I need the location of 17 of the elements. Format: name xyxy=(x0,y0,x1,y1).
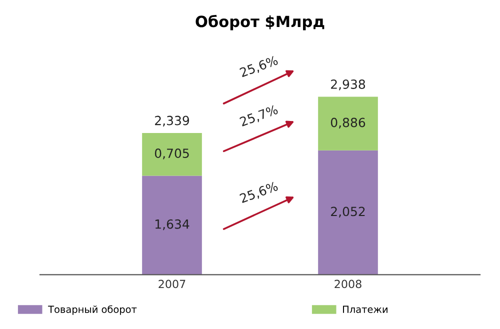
total-label: 2,339 xyxy=(155,116,190,127)
legend-label: Товарный оборот xyxy=(48,305,137,315)
x-tick-label: 2007 xyxy=(158,280,186,288)
annotation: 25,6% xyxy=(239,181,279,204)
x-tick-label: 2008 xyxy=(334,280,362,288)
text: 25,6% xyxy=(239,55,279,78)
bar xyxy=(318,150,378,275)
bar xyxy=(142,133,202,176)
data-label: 0,886 xyxy=(330,118,366,128)
bar xyxy=(142,176,202,275)
data-label: 2,052 xyxy=(331,206,365,218)
data-label: 0,705 xyxy=(154,148,189,160)
data-label: 1,634 xyxy=(155,219,190,230)
total-label: 2,938 xyxy=(331,80,366,90)
chart-title: Оборот $Млрд xyxy=(196,14,324,30)
legend-label: Платежи xyxy=(343,306,388,313)
bar xyxy=(318,96,378,150)
